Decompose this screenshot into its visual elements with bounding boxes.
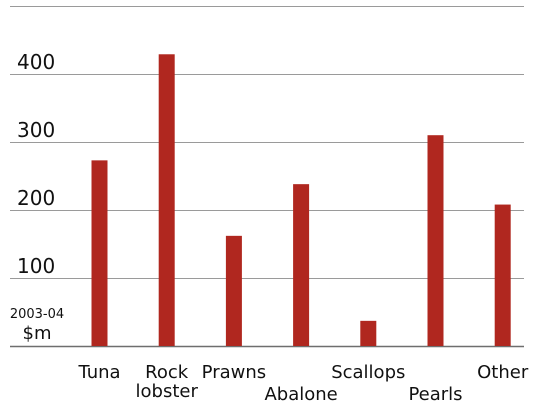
y-tick-label: 300 <box>17 118 55 142</box>
category-label: Tuna <box>77 362 120 383</box>
category-label-line: Scallops <box>331 362 405 383</box>
bar-prawns <box>225 235 242 346</box>
category-label-line: Rock <box>145 362 189 383</box>
category-label-line: Abalone <box>264 384 337 403</box>
bar-scallops <box>360 320 377 346</box>
category-label: Scallops <box>331 362 405 383</box>
category-label-line: Other <box>477 362 529 383</box>
bar-pearls <box>427 135 444 346</box>
category-label-line: Prawns <box>202 362 266 383</box>
bar-other <box>494 204 511 346</box>
category-label-line: Tuna <box>77 362 120 383</box>
y-tick-labels: 100 200 300 400 <box>17 50 55 278</box>
category-label-line: Pearls <box>408 384 462 403</box>
y-tick-label: 200 <box>17 186 55 210</box>
unit-label-period: 2003-04 <box>10 307 64 322</box>
y-tick-label: 100 <box>17 254 55 278</box>
category-label-line: lobster <box>136 381 199 402</box>
bar-tuna <box>91 160 108 346</box>
unit-label-currency: $m <box>23 323 52 344</box>
bars <box>91 54 511 346</box>
bar-abalone <box>293 184 310 346</box>
y-tick-label: 400 <box>17 50 55 74</box>
category-label: Abalone <box>264 384 337 403</box>
gridlines <box>10 6 524 348</box>
category-label: Rock lobster <box>136 362 199 402</box>
unit-label: 2003-04 $m <box>10 307 64 344</box>
category-label: Other <box>477 362 529 383</box>
category-label: Prawns <box>202 362 266 383</box>
category-label: Pearls <box>408 384 462 403</box>
category-labels: Tuna Rock lobsterPrawnsAbaloneScallopsPear… <box>77 362 528 403</box>
bar-rock-lobster <box>158 54 175 346</box>
